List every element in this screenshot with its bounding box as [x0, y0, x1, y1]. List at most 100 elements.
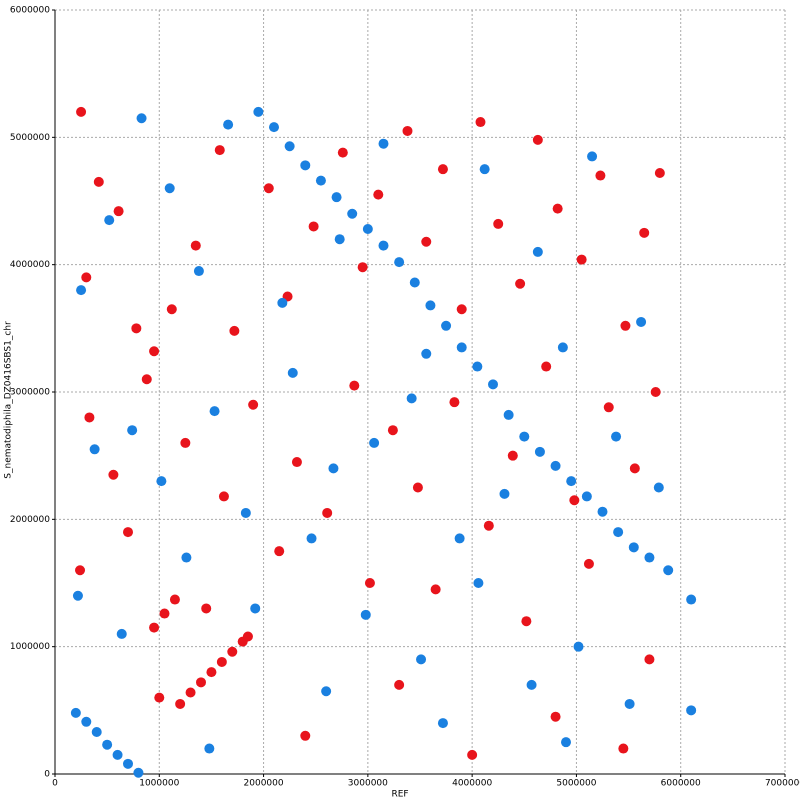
- point: [185, 687, 196, 698]
- point: [229, 325, 240, 336]
- point: [394, 257, 405, 268]
- point: [190, 240, 201, 251]
- y-tick-label: 3000000: [10, 388, 50, 398]
- point: [156, 476, 167, 487]
- point: [364, 578, 375, 588]
- point: [306, 533, 317, 544]
- point: [93, 176, 104, 187]
- y-axis-label: S_nematodiphila_DZ0416SBS1_chr: [4, 321, 14, 479]
- point: [123, 758, 133, 769]
- point: [394, 679, 405, 690]
- point: [277, 297, 288, 308]
- y-tick-label: 6000000: [10, 6, 50, 16]
- point: [611, 431, 622, 442]
- point: [629, 463, 640, 474]
- point: [166, 304, 177, 315]
- point: [72, 590, 83, 601]
- point: [76, 106, 87, 117]
- x-tick-label: 5000000: [556, 779, 596, 789]
- point: [561, 737, 571, 748]
- point: [636, 316, 647, 327]
- point: [507, 450, 518, 461]
- point: [412, 482, 423, 493]
- x-tick-label: 2000000: [244, 779, 284, 789]
- point: [373, 189, 384, 200]
- point: [472, 361, 483, 372]
- point: [441, 320, 452, 331]
- point: [624, 698, 635, 709]
- point: [84, 412, 95, 423]
- point: [557, 342, 568, 353]
- point: [503, 409, 514, 420]
- point: [409, 277, 420, 288]
- point: [206, 667, 217, 678]
- point: [127, 425, 138, 436]
- point: [473, 578, 484, 588]
- point: [108, 469, 119, 480]
- point: [223, 119, 234, 130]
- point: [201, 603, 212, 614]
- x-tick-label: 4000000: [452, 779, 492, 789]
- point: [70, 707, 81, 718]
- point: [650, 387, 661, 397]
- y-tick-label: 2000000: [10, 515, 50, 525]
- point: [331, 192, 342, 203]
- point: [449, 397, 460, 408]
- point: [686, 705, 697, 716]
- point: [149, 622, 160, 633]
- point: [583, 558, 594, 569]
- point: [378, 138, 389, 149]
- point: [89, 444, 100, 455]
- point: [218, 491, 229, 502]
- point: [421, 236, 432, 247]
- point: [180, 437, 191, 448]
- point: [402, 125, 413, 136]
- point: [595, 170, 606, 181]
- point: [141, 374, 152, 385]
- point: [81, 716, 92, 727]
- point: [406, 393, 417, 404]
- point: [181, 552, 192, 563]
- point: [483, 520, 494, 531]
- point: [653, 482, 664, 493]
- point: [133, 767, 144, 778]
- point: [603, 402, 614, 413]
- point: [112, 749, 123, 760]
- point: [250, 603, 261, 614]
- x-tick-label: 6000000: [661, 779, 701, 789]
- point: [663, 565, 674, 576]
- point: [654, 167, 665, 178]
- point: [123, 527, 133, 538]
- point: [644, 654, 655, 665]
- point: [328, 463, 339, 474]
- point: [581, 491, 592, 502]
- point: [227, 646, 238, 657]
- point: [76, 285, 87, 296]
- point: [113, 206, 124, 217]
- point: [686, 594, 697, 605]
- point: [193, 266, 204, 277]
- point: [240, 507, 251, 518]
- point: [479, 164, 490, 175]
- point: [644, 552, 655, 563]
- point: [475, 117, 486, 128]
- point: [300, 730, 311, 741]
- point: [159, 608, 170, 619]
- point: [362, 224, 373, 235]
- point: [456, 304, 467, 315]
- point: [597, 506, 608, 517]
- point: [456, 342, 467, 353]
- point: [532, 134, 543, 145]
- point: [253, 106, 264, 117]
- point: [315, 175, 326, 186]
- point: [347, 208, 358, 219]
- point: [576, 254, 587, 265]
- point: [519, 431, 530, 442]
- point: [493, 218, 504, 229]
- point: [425, 300, 436, 311]
- point: [274, 546, 285, 557]
- point: [437, 718, 448, 729]
- point: [204, 743, 215, 754]
